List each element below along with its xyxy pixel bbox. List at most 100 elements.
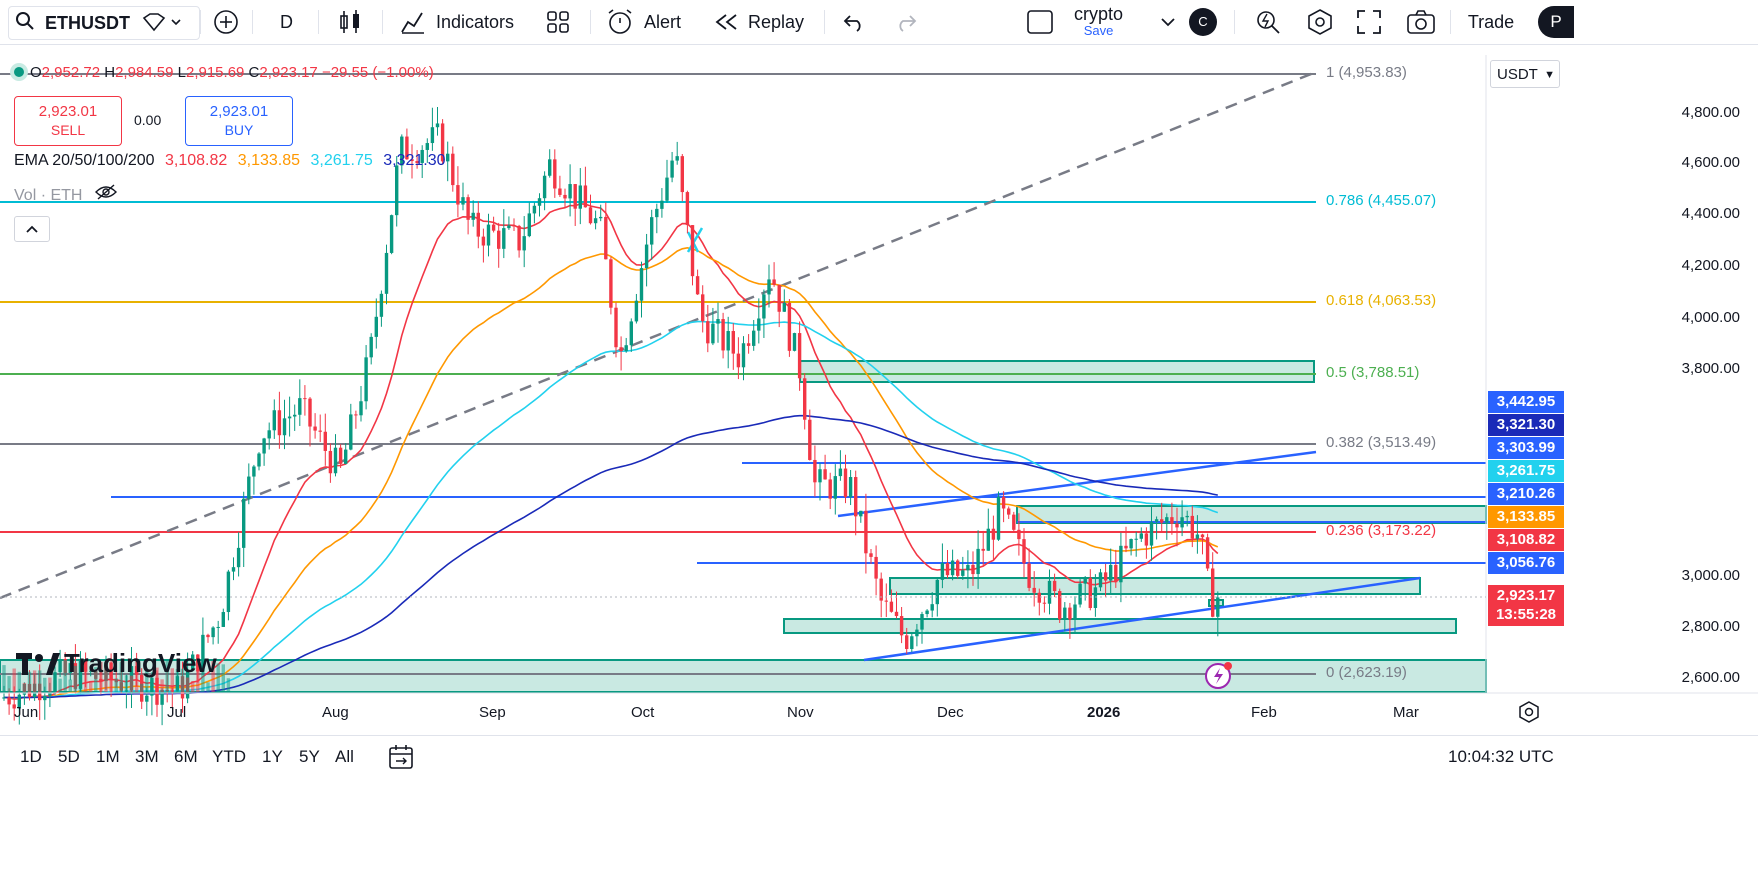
range-button-3m[interactable]: 3M (135, 747, 159, 766)
ema-legend[interactable]: EMA 20/50/100/200 3,108.82 3,133.85 3,26… (14, 152, 446, 170)
candle-body (1017, 529, 1021, 540)
sell-button[interactable]: 2,923.01 SELL (14, 96, 122, 146)
add-symbol-icon[interactable] (212, 6, 240, 38)
range-button-5d[interactable]: 5D (58, 747, 80, 766)
range-button-1m[interactable]: 1M (96, 747, 120, 766)
axis-settings-icon[interactable] (1518, 701, 1540, 728)
candle-body (425, 143, 429, 150)
range-button-6m[interactable]: 6M (174, 747, 198, 766)
quick-search-icon[interactable] (1254, 6, 1282, 38)
candle-body (685, 192, 690, 226)
range-button-1y[interactable]: 1Y (262, 747, 283, 766)
fib-level-label: 0.786 (4,455.07) (1326, 192, 1437, 209)
candle-body (644, 244, 649, 269)
candle-body (446, 153, 450, 162)
candle-body (1042, 602, 1047, 604)
goto-date-icon[interactable] (388, 744, 416, 775)
channel-lower-line[interactable] (863, 576, 1421, 662)
ema-line[interactable] (3, 246, 1219, 699)
candle-body (1001, 496, 1006, 509)
volume-bar (134, 661, 139, 692)
account-avatar[interactable]: C (1189, 6, 1217, 38)
layout-square-icon[interactable] (1026, 6, 1054, 38)
candles-icon[interactable] (338, 6, 362, 38)
volume-bar (63, 659, 67, 692)
candle-body (782, 302, 786, 312)
redo-icon[interactable] (894, 6, 918, 38)
candle-body (389, 215, 394, 253)
candle-body (1170, 517, 1174, 524)
candle-body (614, 307, 618, 348)
candle-body (471, 212, 475, 220)
candle-body (17, 694, 21, 709)
candle-body (415, 161, 419, 163)
camera-icon[interactable] (1406, 6, 1436, 38)
layout-save: Save (1083, 23, 1114, 38)
clock-display[interactable]: 10:04:32 UTC (1448, 747, 1554, 766)
undo-icon[interactable] (842, 6, 866, 38)
indicators-button[interactable]: Indicators (400, 6, 514, 38)
candle-body (925, 610, 929, 615)
candle-body (1205, 537, 1210, 569)
layout-name-button[interactable]: crypto Save (1074, 4, 1123, 40)
candle-body (1139, 533, 1143, 539)
time-axis-label: Oct (631, 704, 655, 721)
lightning-icon[interactable] (1204, 660, 1236, 697)
indicators-label: Indicators (436, 11, 515, 32)
candle-body (430, 127, 435, 144)
buy-button[interactable]: 2,923.01 BUY (185, 96, 293, 146)
volume-legend[interactable]: Vol · ETH (14, 184, 117, 205)
price-tag: 3,108.82 (1488, 529, 1564, 551)
close-label: C (248, 64, 260, 81)
candle-body (461, 197, 465, 205)
templates-icon[interactable] (546, 6, 570, 38)
fib-trend-line[interactable] (0, 70, 1317, 600)
candle-body (89, 670, 93, 672)
candle-body (282, 418, 287, 436)
price-chart[interactable] (0, 0, 1758, 735)
candle-body (599, 216, 603, 219)
settings-icon[interactable] (1306, 6, 1334, 38)
chevron-down-icon[interactable] (1160, 6, 1176, 38)
price-tag: 3,261.75 (1488, 460, 1564, 482)
currency-select[interactable]: USDT ▼ (1490, 60, 1560, 88)
candle-body (359, 401, 363, 416)
alert-button[interactable]: Alert (606, 6, 681, 38)
profile-avatar[interactable]: P (1538, 6, 1574, 38)
collapse-legend-button[interactable] (14, 216, 50, 242)
range-button-all[interactable]: All (335, 747, 354, 766)
candle-body (578, 185, 582, 209)
volume-bar (7, 676, 11, 692)
candle-body (1216, 597, 1220, 617)
price-axis-label: 4,400.00 (1681, 205, 1740, 222)
candle-body (1211, 568, 1215, 617)
candle-body (374, 316, 378, 337)
volume-bar (129, 675, 134, 692)
candle-body (792, 333, 797, 351)
eye-hidden-icon[interactable] (94, 184, 117, 204)
range-button-5y[interactable]: 5Y (299, 747, 320, 766)
interval-button[interactable]: D (280, 11, 293, 32)
avatar-letter: C (1189, 8, 1217, 36)
change-value: −29.55 (−1.00%) (321, 64, 434, 81)
candle-body (935, 579, 939, 605)
candle-body (548, 159, 552, 176)
symbol-search[interactable]: ETHUSDT (8, 6, 200, 40)
fullscreen-icon[interactable] (1356, 6, 1382, 38)
candle-body (568, 184, 572, 199)
candle-body (966, 564, 970, 571)
price-tag: 3,442.95 (1488, 391, 1564, 413)
volume-bar (145, 670, 149, 692)
profile-letter: P (1538, 6, 1574, 38)
range-button-ytd[interactable]: YTD (212, 747, 246, 766)
replay-button[interactable]: Replay (714, 6, 804, 38)
trade-button[interactable]: Trade (1467, 11, 1515, 32)
candle-body (206, 634, 210, 638)
ema-line[interactable] (3, 202, 1219, 700)
range-button-1d[interactable]: 1D (20, 747, 42, 766)
candle-body (1088, 577, 1092, 608)
diamond-menu-icon[interactable] (140, 6, 184, 38)
volume-bar (109, 675, 113, 692)
time-axis-label: Jun (14, 704, 39, 721)
open-label: O (30, 64, 42, 81)
